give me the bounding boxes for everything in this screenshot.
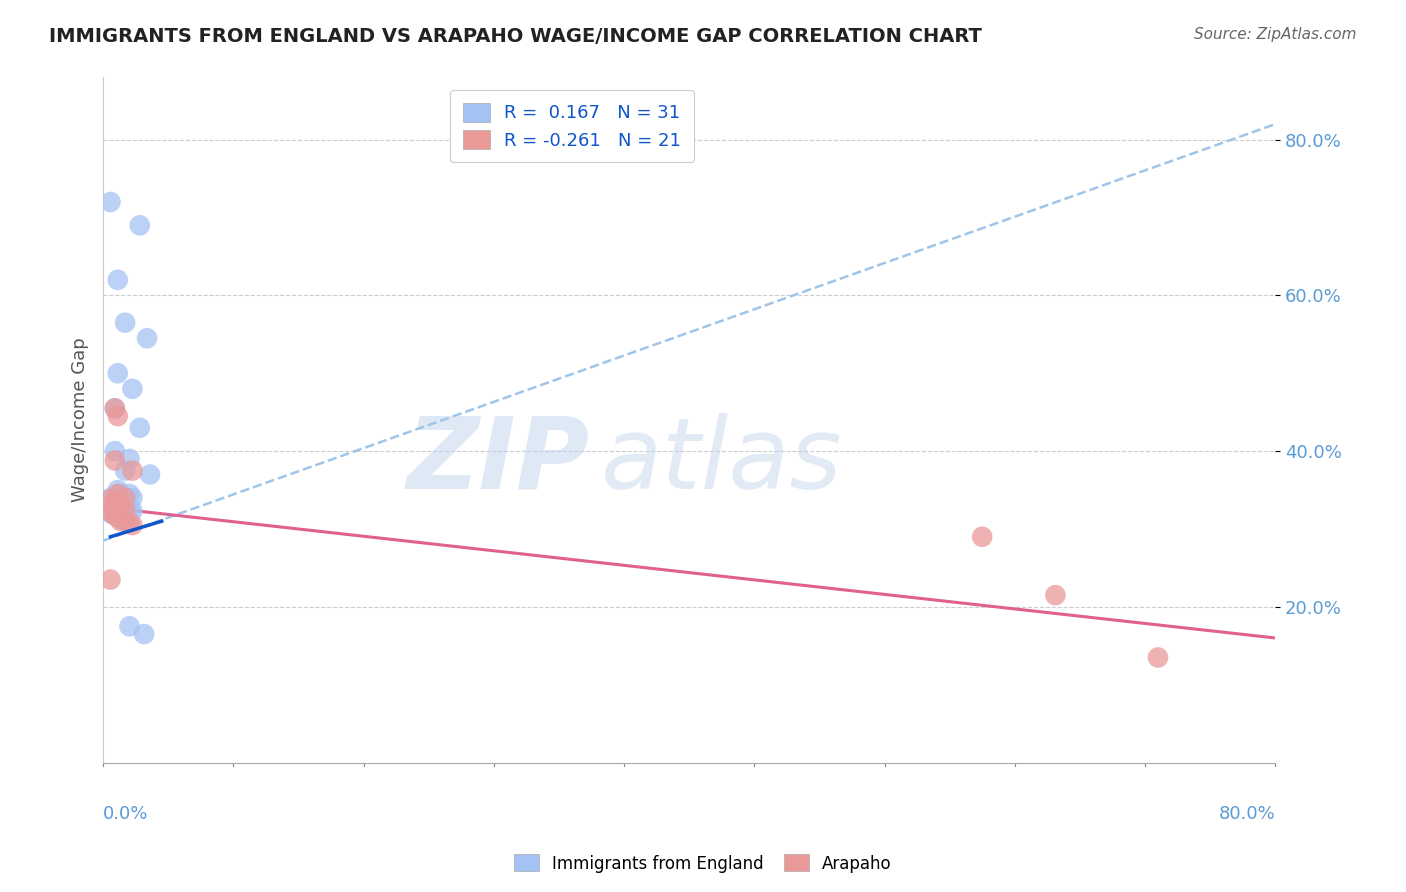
Point [104,508,127,522]
Point [1045,588,1067,602]
Point [118,451,141,466]
Point [121,491,143,505]
Point [114,491,136,505]
Point [114,500,136,515]
Text: 0.0%: 0.0% [103,805,149,823]
Point [107,510,129,524]
Point [107,273,129,287]
Y-axis label: Wage/Income Gap: Wage/Income Gap [72,337,89,502]
Point [972,530,994,544]
Point [121,518,143,533]
Point [100,507,122,521]
Point [114,514,136,528]
Point [104,401,127,416]
Point [134,627,156,641]
Point [114,316,136,330]
Point [121,504,143,518]
Point [100,194,122,209]
Point [128,219,150,233]
Point [118,487,141,501]
Point [107,510,129,524]
Point [110,514,132,528]
Point [107,487,129,501]
Point [1147,650,1170,665]
Text: ZIP: ZIP [406,413,589,509]
Point [110,500,132,515]
Point [107,366,129,380]
Point [104,508,127,522]
Point [107,483,129,497]
Legend: R =  0.167   N = 31, R = -0.261   N = 21: R = 0.167 N = 31, R = -0.261 N = 21 [450,90,693,162]
Point [136,331,159,345]
Point [110,499,132,513]
Point [118,502,141,516]
Point [107,497,129,511]
Point [118,516,141,530]
Point [110,487,132,501]
Point [100,492,122,507]
Point [107,497,129,511]
Point [121,382,143,396]
Point [114,502,136,516]
Point [100,491,122,505]
Point [100,573,122,587]
Point [104,444,127,458]
Point [114,464,136,478]
Text: 80.0%: 80.0% [1219,805,1275,823]
Point [128,421,150,435]
Text: atlas: atlas [602,413,842,509]
Point [139,467,162,482]
Text: IMMIGRANTS FROM ENGLAND VS ARAPAHO WAGE/INCOME GAP CORRELATION CHART: IMMIGRANTS FROM ENGLAND VS ARAPAHO WAGE/… [49,27,981,45]
Point [104,494,127,508]
Point [100,505,122,519]
Point [104,453,127,467]
Point [121,464,143,478]
Point [118,619,141,633]
Point [110,512,132,526]
Point [107,409,129,423]
Point [104,494,127,508]
Legend: Immigrants from England, Arapaho: Immigrants from England, Arapaho [508,847,898,880]
Point [104,401,127,416]
Text: Source: ZipAtlas.com: Source: ZipAtlas.com [1194,27,1357,42]
